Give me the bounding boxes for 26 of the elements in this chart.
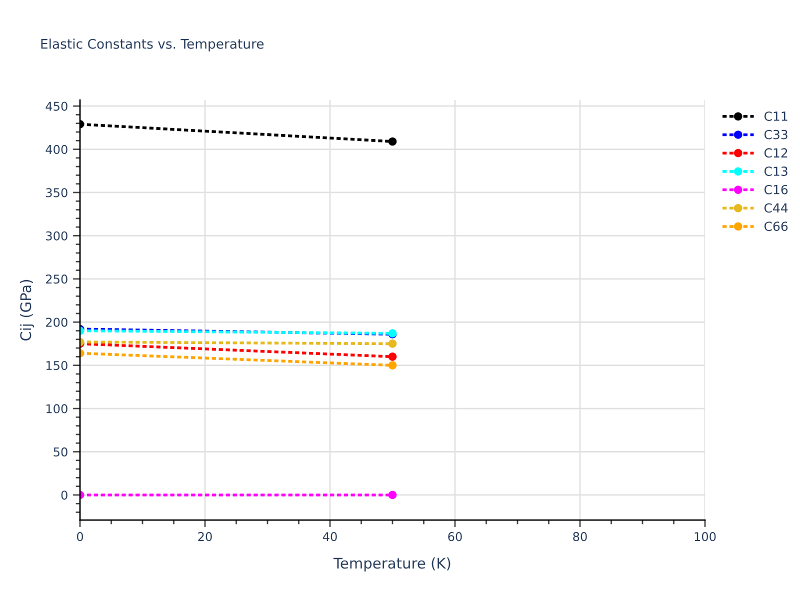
y-tick-label: 350 xyxy=(46,188,68,198)
legend-label: C12 xyxy=(764,148,788,158)
x-tick-label: 100 xyxy=(694,532,716,542)
legend-label: C13 xyxy=(764,166,788,176)
y-tick-label: 450 xyxy=(46,102,68,111)
y-tick-label: 100 xyxy=(46,404,68,414)
legend-label: C33 xyxy=(764,130,788,140)
x-tick-label: 40 xyxy=(322,532,337,542)
y-tick-label: 150 xyxy=(46,360,68,370)
y-tick-label: 400 xyxy=(46,144,68,154)
y-tick-label: 250 xyxy=(46,274,68,284)
y-tick-label: 200 xyxy=(46,318,68,327)
chart-title: Elastic Constants vs. Temperature xyxy=(41,38,264,52)
y-axis-title: Cij (GPa) xyxy=(20,280,34,341)
x-tick-label: 60 xyxy=(448,532,462,542)
y-tick-label: 50 xyxy=(54,447,68,457)
legend-label: C16 xyxy=(764,184,788,194)
x-tick-label: 20 xyxy=(198,532,212,542)
x-tick-label: 0 xyxy=(76,532,84,542)
y-tick-label: 300 xyxy=(46,231,68,240)
legend-label: C44 xyxy=(764,203,788,213)
x-axis-title: Temperature (K) xyxy=(333,557,450,572)
legend-label: C66 xyxy=(764,222,788,232)
legend-label: C11 xyxy=(764,111,788,121)
y-tick-label: 0 xyxy=(61,490,68,500)
x-tick-label: 80 xyxy=(573,532,587,542)
